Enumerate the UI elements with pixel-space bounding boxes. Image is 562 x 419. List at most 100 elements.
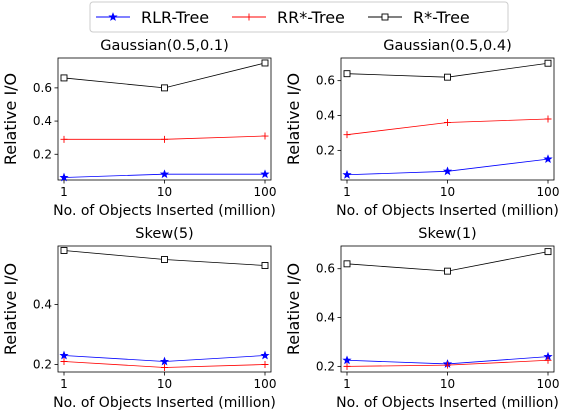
chart-title: Skew(5) [135,226,193,242]
data-point [161,135,168,143]
x-tick-label: 100 [537,185,560,199]
x-tick-label: 10 [157,185,172,199]
data-point [261,361,269,368]
data-point [59,350,69,360]
x-tick-label: 1 [60,377,68,391]
data-point [60,358,68,365]
data-point [442,166,453,176]
y-axis-label: Relative I/O [1,73,20,165]
y-tick-label: 0.6 [316,262,335,276]
data-point [342,169,352,179]
x-axis-label: No. of Objects Inserted (million) [336,203,559,219]
legend-entry: R*-Tree [368,8,470,27]
x-tick-label: 10 [157,377,172,391]
data-point [261,262,269,269]
chart-title: Gaussian(0.5,0.1) [100,38,229,54]
series-1 [342,154,553,179]
data-point [342,355,352,365]
legend-label: RR*-Tree [277,8,345,27]
x-axis-label: No. of Objects Inserted (million) [336,395,559,411]
data-point [343,362,351,370]
series-2 [60,132,269,143]
data-point [444,361,451,369]
x-tick-label: 10 [440,185,455,199]
y-tick-label: 0.4 [33,298,52,312]
chart-panel: Gaussian(0.5,0.1) 1 10 100 0.2 0.4 0.6 No. of O… [1,38,276,219]
data-point [544,356,552,364]
y-tick-label: 0.2 [33,358,52,372]
x-tick-label: 100 [254,377,277,391]
chart-title: Gaussian(0.5,0.4) [383,38,512,54]
series-3 [343,59,552,81]
data-point [544,248,552,256]
y-tick-label: 0.2 [316,143,335,157]
y-tick-label: 0.4 [316,109,335,123]
plot-frame [340,245,555,373]
legend-entry: RLR-Tree [96,8,209,27]
data-point [343,260,351,268]
chart-title: Skew(1) [418,226,476,242]
x-tick-label: 10 [440,377,455,391]
data-point [444,267,451,275]
x-axis-label: No. of Objects Inserted (million) [53,203,276,219]
y-axis-label: Relative I/O [284,73,303,165]
data-point [444,118,451,126]
data-point [444,73,451,81]
data-point [60,135,68,143]
data-point [544,59,552,67]
x-axis-label: No. of Objects Inserted (million) [53,395,276,411]
legend-marker [245,13,253,21]
chart-panel: Gaussian(0.5,0.4) 1 10 100 0.2 0.4 0.6 No. of O… [284,38,559,219]
plot-frame [57,57,272,181]
data-point [159,169,170,179]
plot-frame [57,245,272,373]
data-point [343,70,351,78]
y-tick-label: 0.2 [33,147,52,161]
x-tick-label: 100 [537,377,560,391]
series-1 [59,169,270,182]
data-point [60,74,68,82]
chart-panel: Skew(5) 1 10 100 0.2 0.4 No. of Objects Insert… [1,226,276,411]
series-2 [343,356,552,370]
y-tick-label: 0.6 [316,74,335,88]
data-point [59,172,69,182]
legend-frame [89,1,509,33]
x-tick-label: 100 [254,185,277,199]
data-point [161,364,168,371]
legend-marker [381,13,389,21]
legend-marker [108,12,118,21]
data-point [161,84,168,92]
y-tick-label: 0.4 [33,114,52,128]
y-axis-label: Relative I/O [1,263,20,355]
series-3 [60,59,269,92]
x-tick-label: 1 [343,377,351,391]
series-3 [343,248,552,275]
series-2 [343,115,552,139]
y-tick-label: 0.6 [33,81,52,95]
legend-label: R*-Tree [413,8,470,27]
legend-entry: RR*-Tree [232,8,345,27]
series-line [63,62,266,89]
y-axis-label: Relative I/O [284,263,303,355]
data-point [261,59,269,67]
data-point [260,169,270,179]
y-tick-label: 0.4 [316,311,335,325]
x-tick-label: 1 [60,185,68,199]
data-point [543,154,553,163]
series-3 [60,247,269,269]
y-tick-label: 0.2 [316,359,335,373]
data-point [60,247,68,254]
legend-label: RLR-Tree [141,8,209,27]
data-point [544,115,552,123]
data-point [159,356,170,366]
data-point [343,131,351,139]
series-2 [60,358,269,371]
x-tick-label: 1 [343,185,351,199]
chart-panel: Skew(1) 1 10 100 0.2 0.4 0.6 No. of Objects Ins… [284,226,559,411]
data-point [161,256,168,263]
data-point [261,132,269,140]
series-1 [59,350,270,366]
data-point [260,350,270,360]
